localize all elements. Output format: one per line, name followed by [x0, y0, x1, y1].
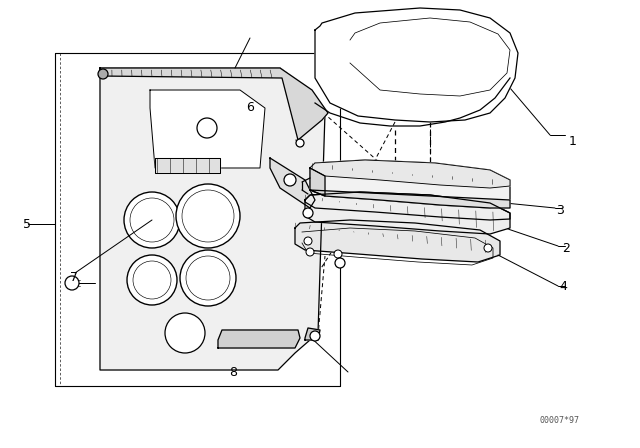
Circle shape	[334, 250, 342, 258]
Circle shape	[303, 208, 313, 218]
Circle shape	[165, 313, 205, 353]
Polygon shape	[155, 158, 220, 173]
Circle shape	[186, 256, 230, 300]
Circle shape	[98, 69, 108, 79]
Circle shape	[304, 237, 312, 245]
Circle shape	[124, 192, 180, 248]
Text: 4: 4	[559, 280, 567, 293]
Polygon shape	[100, 68, 328, 140]
Polygon shape	[305, 328, 320, 340]
Polygon shape	[150, 90, 265, 168]
Circle shape	[484, 244, 492, 252]
Text: 7: 7	[70, 271, 77, 284]
Circle shape	[310, 331, 320, 341]
Circle shape	[180, 250, 236, 306]
Polygon shape	[310, 168, 325, 196]
Circle shape	[176, 184, 240, 248]
Circle shape	[335, 258, 345, 268]
Text: 5: 5	[23, 217, 31, 231]
Circle shape	[182, 190, 234, 242]
Text: 2: 2	[563, 242, 570, 255]
Polygon shape	[310, 160, 510, 188]
Polygon shape	[310, 160, 510, 208]
Text: 00007*97: 00007*97	[540, 415, 580, 425]
Circle shape	[130, 198, 174, 242]
Text: 6: 6	[246, 101, 253, 114]
Circle shape	[284, 174, 296, 186]
Circle shape	[127, 255, 177, 305]
Polygon shape	[305, 192, 510, 234]
Polygon shape	[218, 330, 300, 348]
Circle shape	[306, 248, 314, 256]
Text: 1: 1	[569, 134, 577, 148]
Polygon shape	[310, 190, 510, 208]
Circle shape	[133, 261, 171, 299]
Polygon shape	[315, 8, 518, 122]
Polygon shape	[100, 68, 325, 370]
Circle shape	[197, 118, 217, 138]
Polygon shape	[270, 158, 315, 208]
Text: 3: 3	[556, 204, 564, 217]
Circle shape	[65, 276, 79, 290]
Polygon shape	[295, 220, 500, 262]
Text: 8: 8	[230, 366, 237, 379]
Circle shape	[296, 139, 304, 147]
